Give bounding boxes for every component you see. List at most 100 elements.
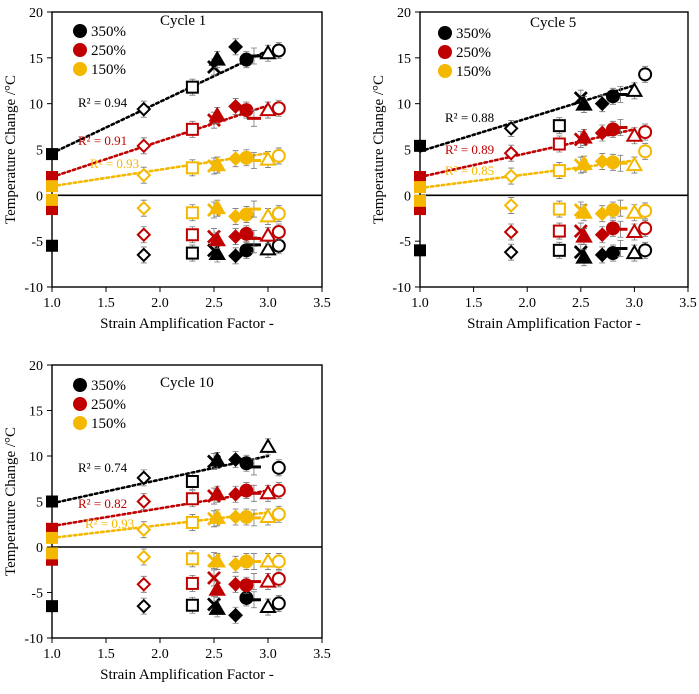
x-axis-label: Strain Amplification Factor - [100, 667, 274, 683]
data-point-cooling [625, 244, 644, 260]
data-point-cooling [239, 226, 254, 241]
r2-label: R² = 0.93 [85, 516, 134, 531]
y-tick-label: -10 [24, 281, 43, 296]
y-tick-label: 10 [29, 98, 43, 113]
data-point-cooling [228, 576, 244, 592]
data-point-cooling [605, 246, 620, 261]
x-tick-label: 3.0 [259, 647, 277, 662]
y-tick-label: 5 [36, 496, 43, 511]
data-point-cooling [208, 580, 226, 596]
data-point-heating [259, 507, 277, 523]
data-point-heating [46, 531, 58, 544]
data-point-heating [259, 437, 277, 453]
x-tick-label: 3.5 [313, 296, 331, 311]
data-point-cooling [594, 227, 610, 243]
legend-label: 350% [91, 378, 126, 394]
data-point-cooling [638, 221, 653, 236]
y-tick-label: -10 [392, 281, 411, 296]
data-point-heating [503, 145, 519, 161]
y-tick-label: 0 [36, 541, 43, 556]
legend-label: 150% [91, 416, 126, 432]
data-point-cooling [136, 576, 152, 592]
legend-marker [438, 45, 452, 59]
r2-label: R² = 0.89 [445, 142, 494, 157]
data-point-cooling [552, 224, 566, 238]
data-point-heating [208, 485, 226, 501]
x-axis-label: Strain Amplification Factor - [100, 316, 274, 332]
data-point-cooling [208, 599, 226, 615]
data-point-heating [503, 121, 519, 136]
data-point-heating [185, 161, 199, 175]
data-point-heating [46, 180, 58, 193]
y-tick-label: 20 [29, 6, 43, 21]
x-tick-label: 2.5 [205, 647, 223, 662]
legend-marker [438, 64, 452, 78]
data-point-heating [414, 139, 426, 152]
data-point-cooling [414, 194, 426, 207]
data-point-cooling [136, 200, 152, 216]
data-point-cooling [136, 598, 152, 614]
data-point-heating [259, 150, 277, 166]
legend-label: 250% [91, 43, 126, 59]
data-point-cooling [228, 607, 244, 623]
data-point-cooling [605, 203, 620, 217]
data-point-heating [414, 171, 426, 183]
trendline [50, 454, 270, 505]
data-point-heating [46, 495, 58, 508]
x-tick-label: 1.0 [43, 296, 61, 311]
data-point-heating [228, 452, 244, 468]
chart-title: Cycle 1 [160, 13, 206, 29]
data-point-cooling [185, 598, 199, 612]
data-point-cooling [136, 227, 152, 243]
y-tick-label: 10 [29, 450, 43, 465]
data-point-cooling [625, 203, 644, 219]
data-point-cooling [271, 571, 286, 586]
legend-marker [73, 378, 87, 392]
data-point-heating [271, 483, 286, 498]
r2-label: R² = 0.94 [78, 95, 128, 110]
data-point-cooling [638, 243, 653, 258]
y-axis-label: Temperature Change /°C [3, 427, 19, 576]
data-point-cooling [185, 576, 199, 590]
data-point-cooling [503, 198, 519, 213]
x-tick-label: 2.0 [518, 296, 536, 311]
data-point-heating [259, 44, 277, 60]
x-tick-label: 1.0 [43, 647, 61, 662]
data-point-cooling [552, 202, 566, 216]
y-tick-label: -5 [399, 235, 411, 250]
data-point-cooling [503, 244, 519, 260]
data-point-cooling [271, 206, 286, 221]
data-point-heating [271, 148, 286, 163]
data-point-cooling [185, 228, 199, 242]
legend-marker [73, 62, 87, 76]
legend-marker [438, 26, 452, 40]
y-axis-label: Temperature Change /°C [371, 75, 387, 224]
data-point-heating [239, 103, 254, 118]
trendline [418, 84, 636, 153]
data-point-cooling [46, 203, 58, 216]
data-point-heating [185, 122, 199, 136]
data-point-cooling [259, 572, 277, 588]
chart-title: Cycle 5 [530, 15, 576, 31]
r2-label: R² = 0.91 [78, 133, 127, 148]
data-point-heating [136, 167, 152, 183]
data-point-cooling [271, 554, 286, 569]
data-point-cooling [185, 552, 199, 566]
data-point-heating [185, 474, 199, 488]
legend-label: 150% [91, 62, 126, 78]
data-point-heating [575, 128, 593, 144]
data-point-heating [638, 125, 653, 140]
r2-label: R² = 0.82 [78, 496, 127, 511]
x-tick-label: 2.5 [572, 296, 590, 311]
data-point-heating [271, 507, 286, 522]
legend-label: 350% [91, 24, 126, 40]
data-point-cooling [271, 596, 286, 611]
data-point-cooling [46, 547, 58, 560]
data-point-cooling [46, 193, 58, 206]
data-point-heating [625, 81, 644, 97]
trendline [418, 159, 636, 190]
data-point-heating [136, 522, 152, 538]
r2-label: R² = 0.85 [445, 163, 494, 178]
data-point-cooling [239, 243, 254, 258]
